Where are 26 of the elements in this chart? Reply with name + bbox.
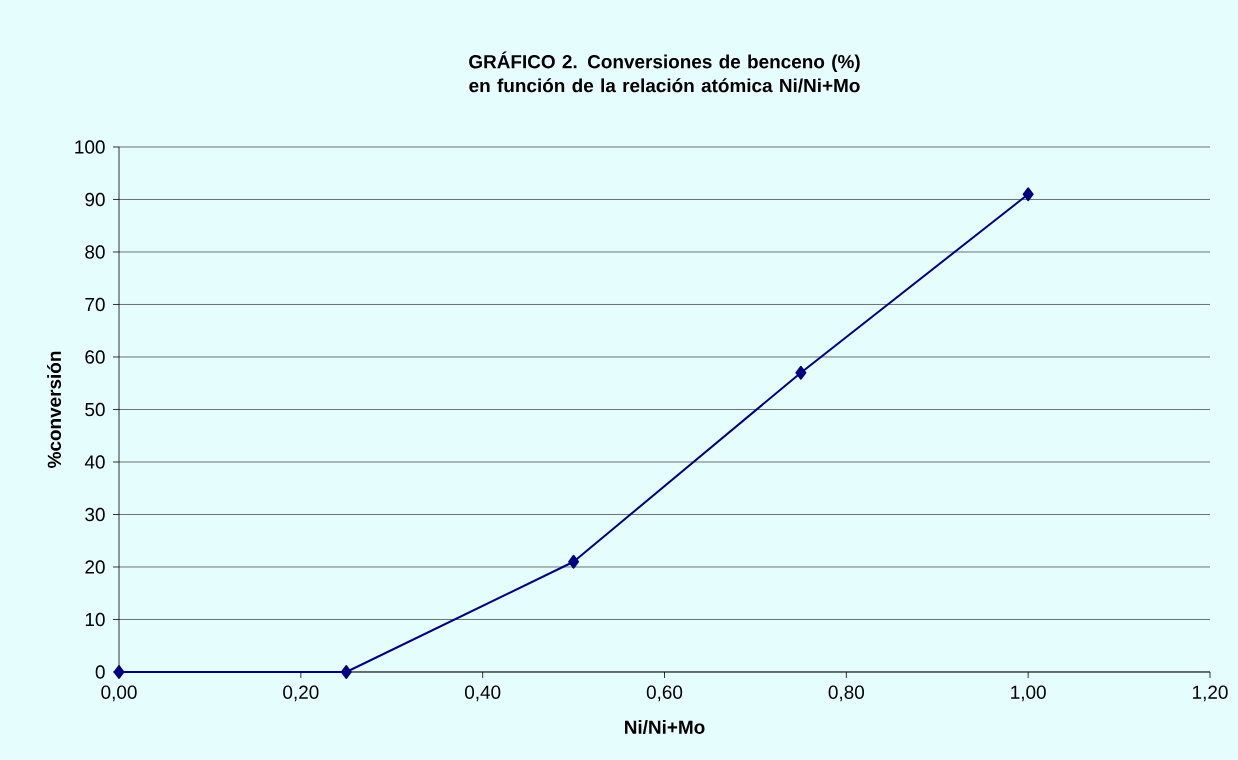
x-tick-label: 0,40 (464, 685, 501, 702)
x-axis-title: Ni/Ni+Mo (625, 719, 705, 735)
y-tick-label: 40 (84, 455, 105, 469)
y-axis-title: %conversión (47, 351, 62, 468)
y-tick-label: 30 (85, 507, 105, 522)
point (795, 365, 807, 380)
chart-title: GRÁFICO 2. Conversiones de benceno (%) en función de la relación atómica Ni/Ni+Mo (469, 51, 860, 93)
y-tick-label: 100 (75, 140, 105, 154)
y-tick-label: 0 (95, 665, 105, 679)
x-tick-label: 0,00 (101, 685, 137, 702)
y-tick-label: 10 (85, 612, 105, 627)
y-tick-label: 20 (85, 560, 105, 574)
point (113, 664, 125, 679)
point (1022, 187, 1034, 202)
y-tick-label: 70 (85, 297, 105, 312)
point (340, 664, 352, 679)
x-tick-label: 0,60 (646, 685, 683, 702)
point (568, 554, 580, 569)
y-tick-label: 80 (85, 245, 105, 259)
y-tick-label: 50 (85, 402, 105, 417)
x-tick-label: 0,20 (283, 685, 319, 702)
y-tick-label: 90 (85, 192, 105, 207)
x-tick-label: 1,20 (1193, 685, 1228, 702)
x-tick-label: 1,00 (1011, 685, 1046, 702)
y-tick-label: 60 (85, 350, 105, 364)
x-tick-label: 0,80 (828, 685, 865, 702)
